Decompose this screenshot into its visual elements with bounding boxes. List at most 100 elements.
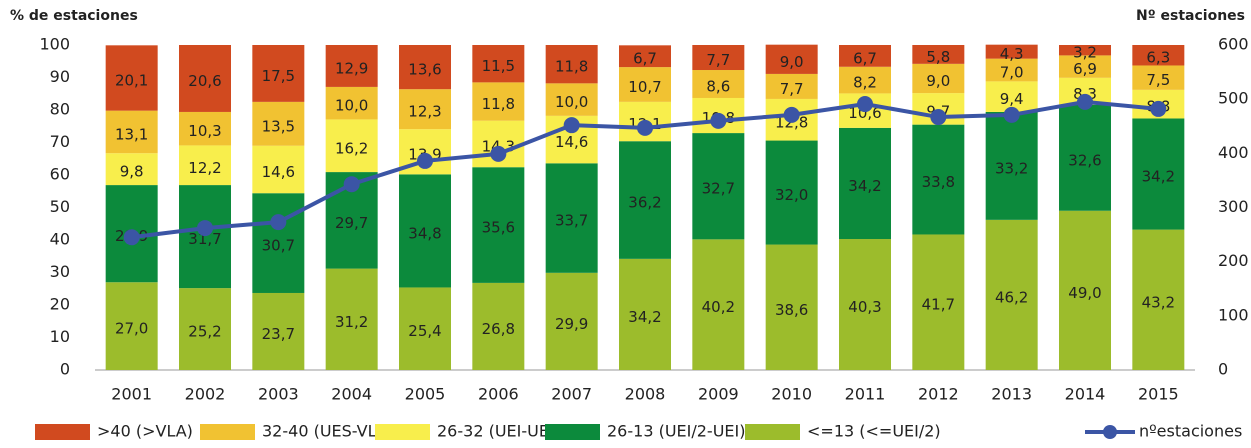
data-label: 36,2 — [628, 194, 661, 212]
data-label: 20,6 — [188, 72, 221, 90]
data-label: 9,8 — [120, 163, 144, 181]
data-label: 32,6 — [1068, 151, 1101, 169]
legend-swatch — [375, 424, 430, 440]
legend-swatch — [200, 424, 255, 440]
data-label: 10,7 — [628, 78, 661, 96]
y-tick-label: 80 — [50, 100, 70, 119]
y-tick-label: 20 — [50, 295, 70, 314]
data-label: 17,5 — [262, 67, 295, 85]
legend-swatch — [745, 424, 800, 440]
data-label: 40,3 — [848, 298, 881, 316]
data-label: 25,4 — [408, 322, 441, 340]
data-label: 29,9 — [555, 315, 588, 333]
data-label: 43,2 — [1142, 293, 1175, 311]
line-point — [1077, 94, 1093, 110]
data-label: 10,3 — [188, 122, 221, 140]
data-label: 8,6 — [706, 78, 730, 96]
data-label: 9,0 — [780, 53, 804, 71]
data-label: 7,0 — [1000, 64, 1024, 82]
legend-swatch — [1103, 425, 1117, 439]
data-label: 11,8 — [555, 58, 588, 76]
data-label: 5,8 — [926, 48, 950, 66]
y2-tick-label: 300 — [1218, 197, 1249, 216]
data-label: 16,2 — [335, 139, 368, 157]
y2-axis-title: Nº estaciones — [1136, 8, 1245, 24]
line-point — [710, 113, 726, 129]
x-tick-label: 2006 — [478, 385, 519, 404]
legend-swatch — [545, 424, 600, 440]
line-point — [564, 117, 580, 133]
y2-tick-label: 600 — [1218, 35, 1249, 54]
data-label: 41,7 — [922, 296, 955, 314]
data-label: 14,6 — [262, 163, 295, 181]
data-label: 12,2 — [188, 159, 221, 177]
x-tick-label: 2001 — [111, 385, 152, 404]
data-label: 6,7 — [633, 50, 657, 68]
data-label: 34,2 — [848, 177, 881, 195]
data-label: 40,2 — [702, 298, 735, 316]
data-label: 6,3 — [1146, 49, 1170, 67]
data-label: 9,0 — [926, 72, 950, 90]
data-label: 32,7 — [702, 180, 735, 198]
x-tick-label: 2012 — [918, 385, 959, 404]
y2-tick-label: 400 — [1218, 143, 1249, 162]
line-point — [857, 96, 873, 112]
data-label: 3,2 — [1073, 44, 1097, 62]
data-label: 9,4 — [1000, 90, 1024, 108]
line-point — [344, 176, 360, 192]
legend-swatch — [35, 424, 90, 440]
data-label: 23,7 — [262, 325, 295, 343]
y-tick-label: 10 — [50, 327, 70, 346]
data-label: 32,0 — [775, 186, 808, 204]
legend-label: 26-13 (UEI/2-UEI) — [607, 422, 745, 441]
data-label: 4,3 — [1000, 45, 1024, 63]
line-point — [930, 109, 946, 125]
line-point — [417, 153, 433, 169]
y-axis-title: % de estaciones — [10, 8, 138, 24]
y-tick-label: 60 — [50, 165, 70, 184]
y-tick-label: 50 — [50, 197, 70, 216]
data-label: 20,1 — [115, 71, 148, 89]
y-tick-label: 40 — [50, 230, 70, 249]
data-label: 8,2 — [853, 74, 877, 92]
x-tick-label: 2014 — [1065, 385, 1106, 404]
y-tick-label: 70 — [50, 132, 70, 151]
x-tick-label: 2002 — [185, 385, 226, 404]
data-label: 26,8 — [482, 320, 515, 338]
data-label: 34,2 — [628, 308, 661, 326]
x-tick-label: 2013 — [991, 385, 1032, 404]
data-label: 7,7 — [780, 80, 804, 98]
x-tick-label: 2005 — [405, 385, 446, 404]
data-label: 46,2 — [995, 288, 1028, 306]
data-label: 33,7 — [555, 212, 588, 230]
data-label: 12,3 — [408, 103, 441, 121]
data-label: 34,8 — [408, 224, 441, 242]
data-label: 7,7 — [706, 51, 730, 69]
y-tick-label: 100 — [39, 35, 70, 54]
data-label: 13,1 — [115, 125, 148, 143]
data-label: 38,6 — [775, 301, 808, 319]
data-label: 49,0 — [1068, 284, 1101, 302]
data-label: 14,6 — [555, 133, 588, 151]
data-label: 13,5 — [262, 117, 295, 135]
data-label: 10,0 — [555, 93, 588, 111]
line-point — [637, 120, 653, 136]
x-tick-label: 2007 — [551, 385, 592, 404]
data-label: 34,2 — [1142, 168, 1175, 186]
data-label: 25,2 — [188, 323, 221, 341]
x-tick-label: 2015 — [1138, 385, 1179, 404]
data-label: 33,2 — [995, 159, 1028, 177]
data-label: 10,0 — [335, 97, 368, 115]
x-tick-label: 2003 — [258, 385, 299, 404]
line-point — [270, 214, 286, 230]
line-point — [197, 220, 213, 236]
x-tick-label: 2004 — [331, 385, 372, 404]
y-tick-label: 0 — [60, 360, 70, 379]
y2-tick-label: 500 — [1218, 89, 1249, 108]
legend-label: 32-40 (UES-VLA) — [262, 422, 394, 441]
data-label: 13,6 — [408, 61, 441, 79]
data-label: 30,7 — [262, 237, 295, 255]
data-label: 33,8 — [922, 173, 955, 191]
data-label: 11,5 — [482, 57, 515, 75]
line-point — [124, 229, 140, 245]
